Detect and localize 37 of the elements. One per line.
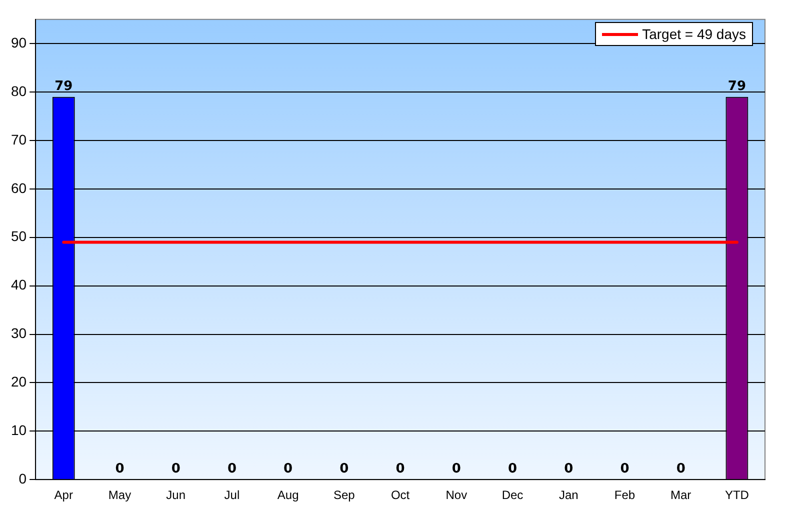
data-label: 0	[396, 461, 405, 476]
x-tick-label: Feb	[614, 488, 636, 502]
data-label: 0	[171, 461, 180, 476]
data-label: 0	[452, 461, 461, 476]
y-tick-label: 0	[18, 470, 27, 486]
data-label: 0	[508, 461, 518, 476]
data-label: 0	[284, 461, 293, 476]
data-label: 0	[227, 461, 236, 476]
x-tick-label: Jul	[224, 488, 240, 502]
data-label: 79	[54, 78, 73, 94]
x-tick-label: Dec	[502, 488, 524, 502]
x-tick-label: Oct	[390, 488, 410, 502]
y-tick-label: 90	[10, 34, 27, 50]
data-label: 0	[620, 461, 630, 476]
x-tick-label: Jun	[166, 488, 186, 502]
data-label: 0	[564, 461, 574, 476]
y-tick-label: 40	[10, 276, 27, 293]
y-tick-label: 60	[10, 180, 27, 196]
x-tick-label: Mar	[670, 488, 692, 502]
x-tick-label: YTD	[724, 488, 750, 502]
x-tick-label: Sep	[333, 488, 356, 502]
y-tick-label: 70	[10, 131, 27, 148]
legend-label: Target = 49 days	[642, 26, 746, 42]
x-tick-label: Aug	[277, 488, 299, 502]
y-tick-label: 20	[10, 374, 27, 390]
x-tick-label: May	[108, 488, 132, 502]
data-label: 0	[115, 461, 124, 476]
y-tick-label: 30	[10, 325, 27, 342]
data-label: 79	[728, 78, 746, 94]
x-tick-label: Nov	[446, 488, 468, 502]
y-tick-label: 80	[10, 82, 27, 99]
y-tick-label: 50	[10, 228, 27, 244]
data-label: 0	[676, 461, 686, 476]
data-label: 0	[340, 461, 349, 476]
x-tick-label: Jan	[558, 488, 578, 502]
y-tick-label: 10	[10, 422, 27, 438]
x-tick-label: Apr	[54, 488, 73, 502]
